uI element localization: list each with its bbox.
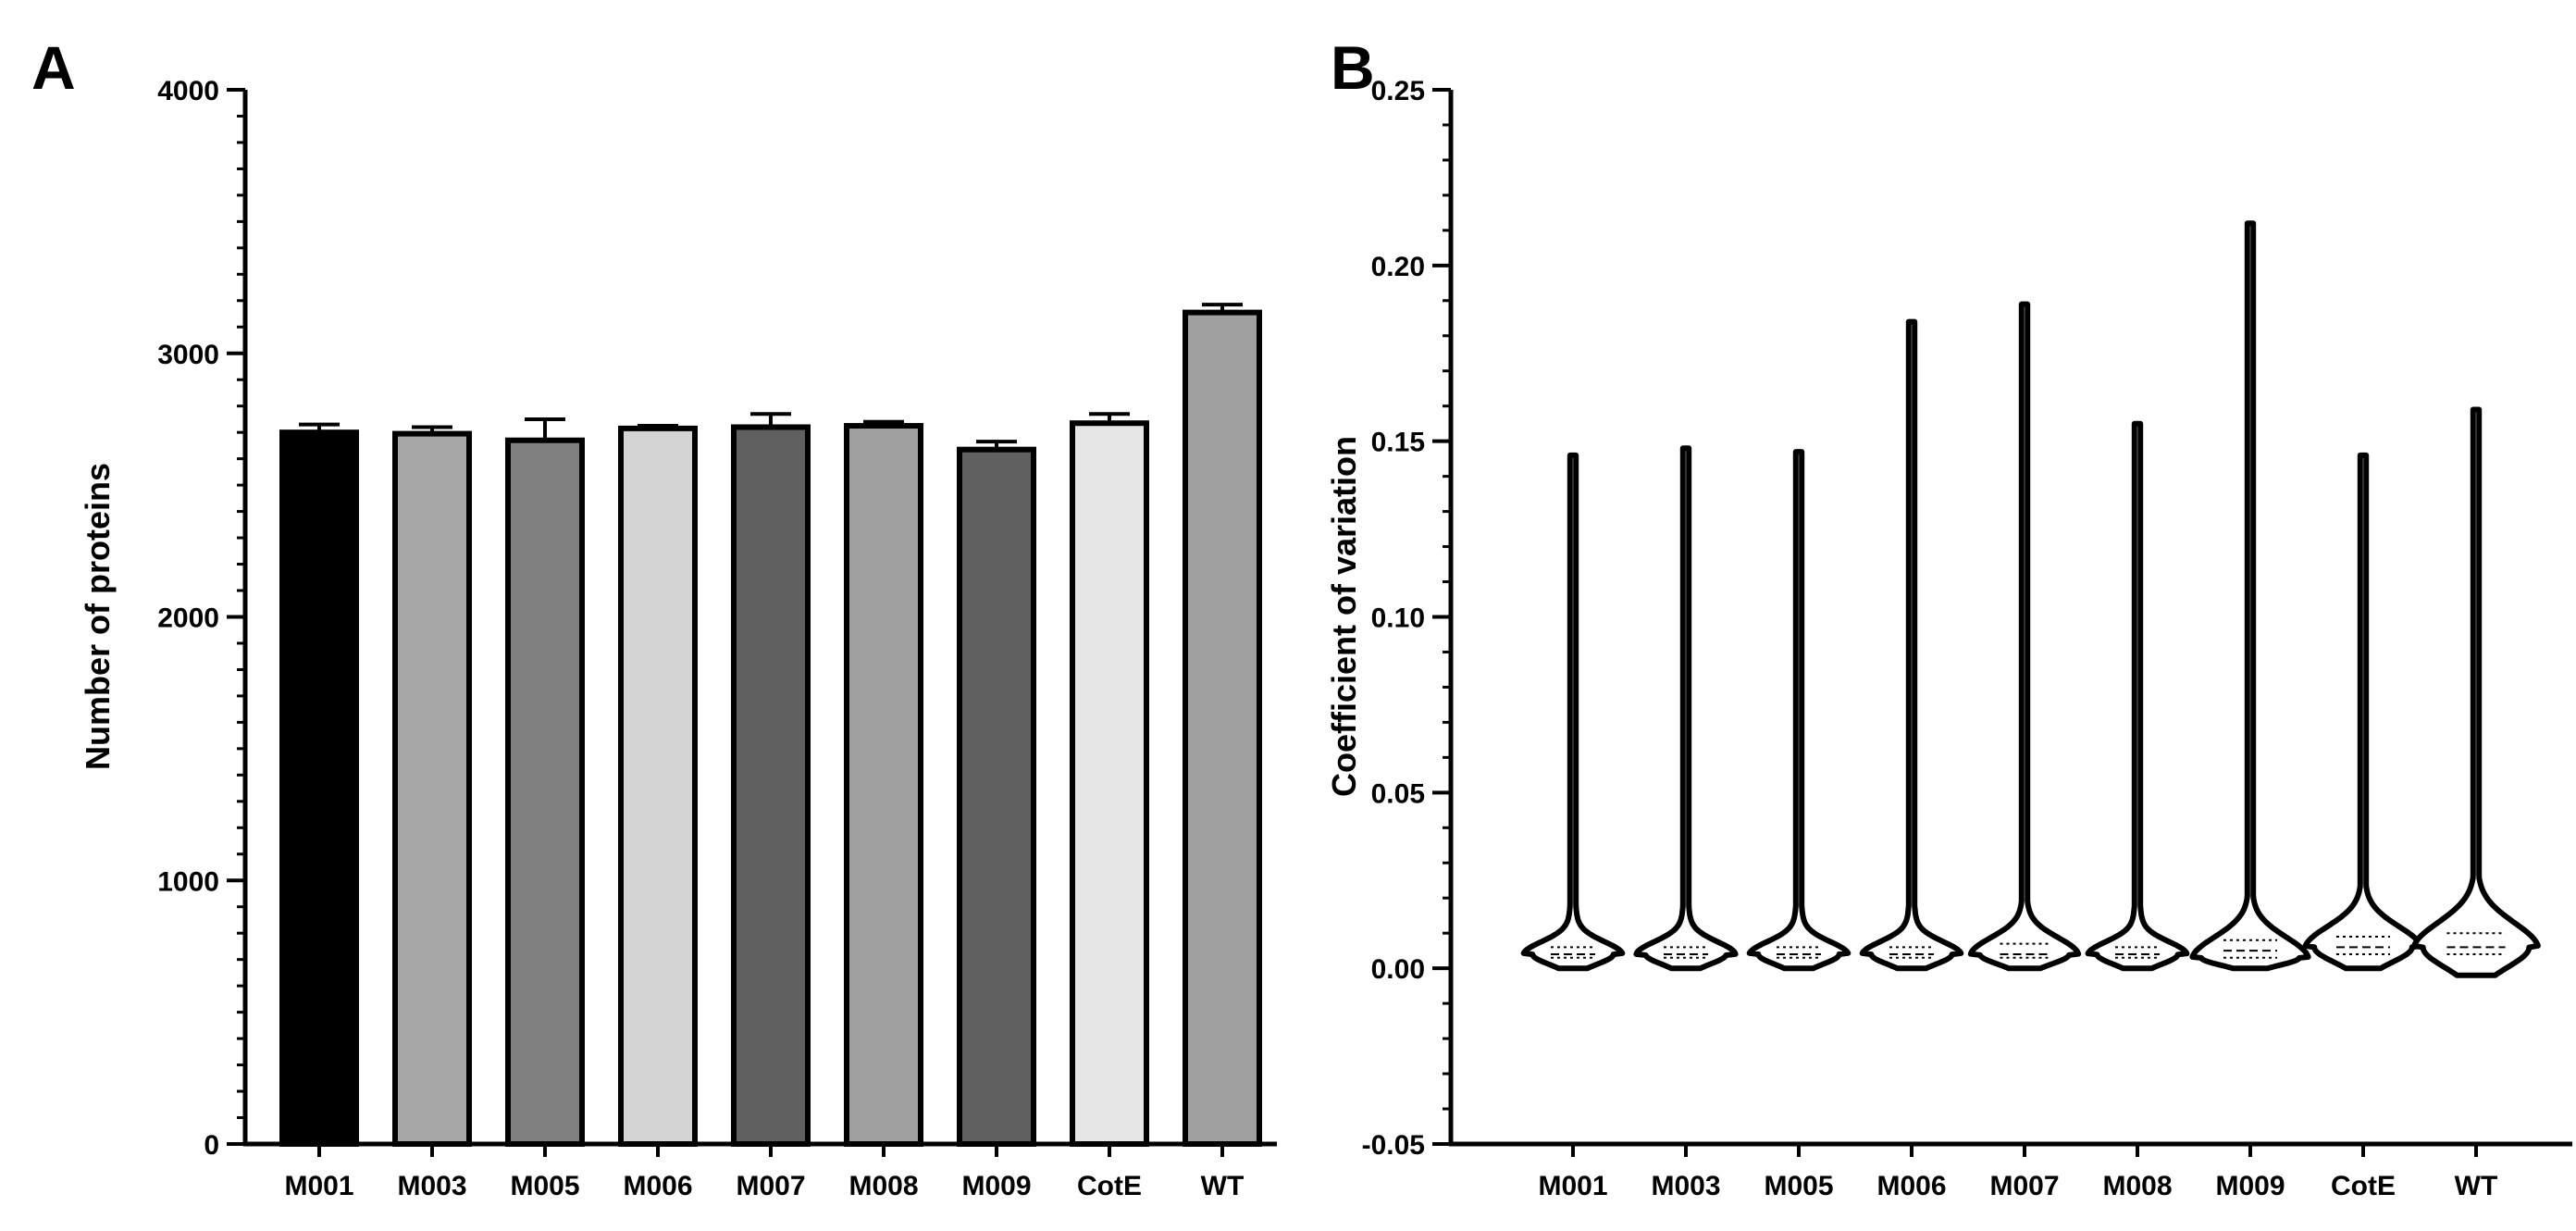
- bar-m003: [392, 430, 472, 1147]
- x-tick-label: M007: [736, 1171, 805, 1201]
- x-tick-label: M001: [284, 1171, 353, 1201]
- chart-a-bar-chart: 0 1000 2000 3000 4000 M001 M003 M005 M006 M007 M00…: [79, 76, 1277, 1201]
- violin-m003: [1633, 445, 1739, 972]
- bar-m005: [505, 437, 585, 1147]
- x-tick-label: WT: [2455, 1171, 2498, 1201]
- y-tick-label: 0.20: [1371, 252, 1425, 282]
- y-tick-label: 0.05: [1371, 778, 1425, 809]
- bar-m001: [279, 429, 359, 1147]
- panel-label-b: B: [1331, 33, 1375, 102]
- x-tick-label: M008: [848, 1171, 918, 1201]
- y-tick-label: 0.25: [1371, 76, 1425, 106]
- x-tick-label: M007: [1989, 1171, 2059, 1201]
- violin-m001: [1520, 452, 1626, 972]
- y-tick-label: 3000: [157, 340, 219, 370]
- x-tick-label: M005: [1764, 1171, 1833, 1201]
- x-tick-label: M005: [510, 1171, 579, 1201]
- violin-cote: [2302, 452, 2424, 972]
- y-tick-label: 1000: [157, 866, 219, 897]
- x-tick-label: M009: [2215, 1171, 2285, 1201]
- y-tick-label: 0: [204, 1130, 219, 1161]
- y-axis-title: Coefficient of variation: [1325, 436, 1363, 797]
- violin-m008: [2085, 420, 2190, 972]
- y-tick-label: 0.15: [1371, 428, 1425, 458]
- x-tick-label: M001: [1538, 1171, 1607, 1201]
- bar-m009: [957, 446, 1036, 1147]
- x-tick-label: M003: [1651, 1171, 1720, 1201]
- panel-label-a: A: [31, 33, 76, 102]
- x-tick-label: M006: [1876, 1171, 1946, 1201]
- x-tick-label: M008: [2102, 1171, 2172, 1201]
- x-tick-label: CotE: [2331, 1171, 2396, 1201]
- violin-wt: [2411, 406, 2541, 978]
- bar-m008: [844, 423, 923, 1147]
- violin-m006: [1859, 318, 1964, 972]
- y-tick-label: -0.05: [1362, 1130, 1425, 1161]
- y-tick-label: 4000: [157, 76, 219, 106]
- violin-m007: [1967, 301, 2082, 972]
- x-tick-label: M009: [961, 1171, 1031, 1201]
- y-tick-label: 0.00: [1371, 954, 1425, 985]
- violin-m005: [1746, 449, 1852, 972]
- bar-wt: [1183, 309, 1262, 1147]
- bar-m006: [618, 425, 698, 1147]
- x-tick-label: M003: [397, 1171, 466, 1201]
- bar-cote: [1070, 420, 1149, 1147]
- violin-m009: [2189, 220, 2311, 972]
- y-axis-title: Number of proteins: [79, 463, 117, 770]
- x-tick-label: CotE: [1077, 1171, 1142, 1201]
- y-tick-label: 2000: [157, 603, 219, 634]
- bar-m007: [731, 424, 811, 1148]
- y-tick-label: 0.10: [1371, 603, 1425, 634]
- x-tick-label: WT: [1201, 1171, 1245, 1201]
- chart-b-violin-chart: -0.05 0.00 0.05 0.10 0.15 0.20 0.25 M001 M003 M00…: [1325, 76, 2572, 1201]
- x-tick-label: M006: [623, 1171, 692, 1201]
